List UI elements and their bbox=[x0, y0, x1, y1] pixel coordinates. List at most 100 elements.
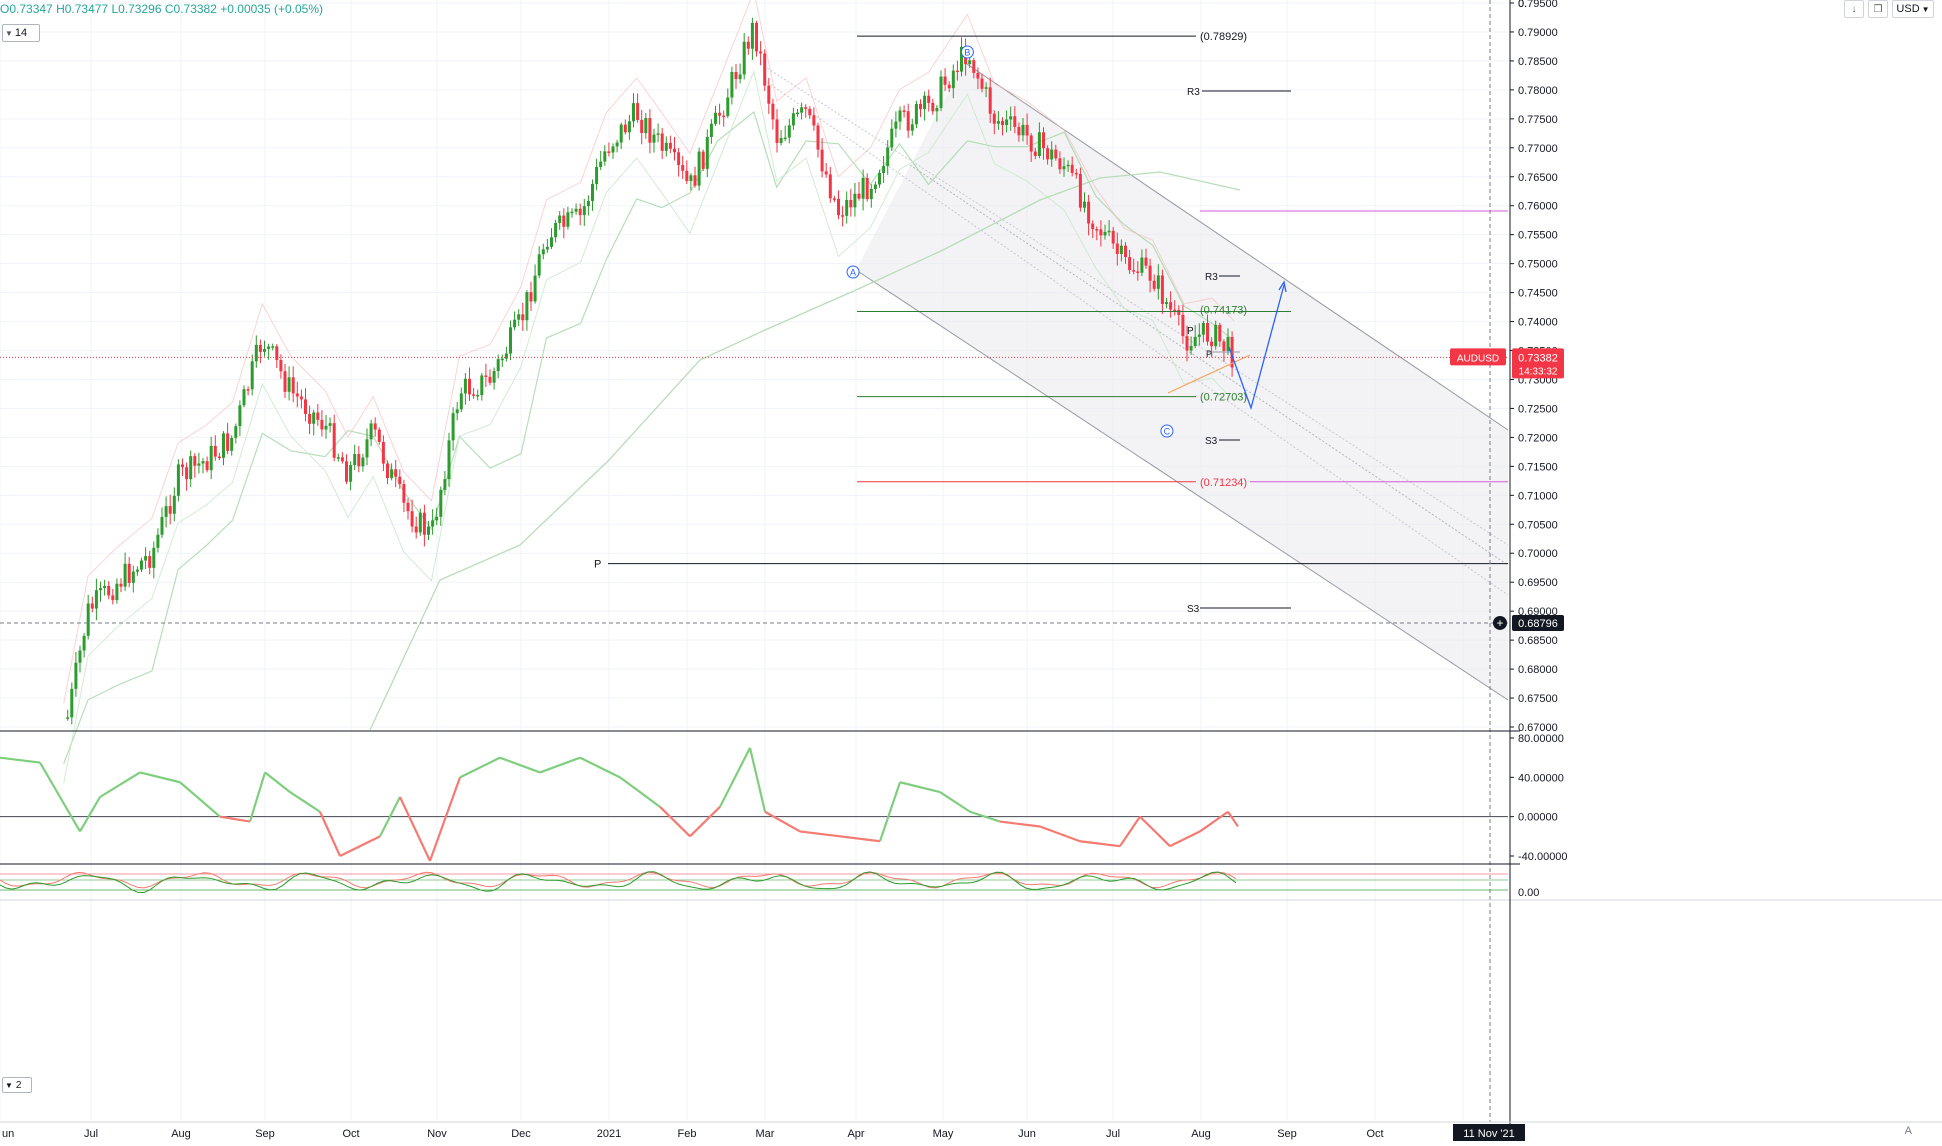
length-input[interactable]: ▼ 14 bbox=[2, 24, 40, 42]
time-tick-label: Aug bbox=[1191, 1128, 1211, 1140]
candle-up bbox=[427, 526, 430, 535]
candle-down bbox=[988, 87, 992, 114]
candle-down bbox=[828, 174, 832, 199]
candle-down bbox=[623, 124, 627, 133]
time-tick-label: Feb bbox=[678, 1128, 697, 1140]
candle-down bbox=[681, 165, 685, 171]
candle-up bbox=[894, 121, 898, 129]
wave-marker bbox=[846, 265, 860, 279]
arrow-head-icon bbox=[1278, 280, 1287, 293]
candle-down bbox=[902, 110, 906, 112]
candle-down bbox=[213, 445, 217, 457]
candle-up bbox=[1193, 336, 1197, 347]
candle-up bbox=[525, 292, 529, 321]
candle-down bbox=[217, 456, 221, 459]
osc-line-segment bbox=[1169, 830, 1201, 848]
osc-line-segment bbox=[399, 796, 431, 862]
candle-up bbox=[537, 254, 541, 276]
osc-tick-label: -40.00000 bbox=[1518, 851, 1568, 863]
candle-down bbox=[119, 583, 123, 587]
candle-down bbox=[640, 119, 644, 134]
copy-icon[interactable]: ❐ bbox=[1868, 0, 1888, 18]
crosshair-date-label: 11 Nov '21 bbox=[1463, 1128, 1514, 1140]
candle-up bbox=[738, 74, 742, 80]
candle-down bbox=[386, 463, 389, 479]
arrow-down-icon[interactable]: ↓ bbox=[1844, 0, 1864, 18]
candle-up bbox=[533, 275, 537, 302]
candle-down bbox=[1206, 323, 1209, 342]
candle-up bbox=[656, 133, 660, 135]
candle-down bbox=[1218, 324, 1222, 342]
close-value: C0.73382 bbox=[164, 2, 217, 16]
price-tick-label: 0.68000 bbox=[1518, 664, 1558, 676]
candle-up bbox=[869, 188, 873, 200]
osc-line-segment bbox=[539, 756, 581, 774]
candle-up bbox=[365, 439, 369, 458]
candle-down bbox=[1013, 116, 1017, 127]
candle-up bbox=[144, 556, 148, 561]
candle-up bbox=[447, 440, 451, 480]
candle-down bbox=[804, 107, 808, 109]
candle-up bbox=[513, 319, 517, 328]
price-tick-label: 0.69500 bbox=[1518, 577, 1558, 589]
candle-down bbox=[1115, 243, 1119, 254]
candle-up bbox=[509, 327, 512, 354]
candle-up bbox=[152, 547, 156, 568]
candle-up bbox=[726, 97, 730, 116]
candle-down bbox=[291, 377, 295, 394]
candle-down bbox=[578, 208, 582, 216]
currency-selector[interactable]: USD ▼ bbox=[1892, 0, 1934, 18]
auto-scale-button[interactable]: A bbox=[1904, 1125, 1912, 1137]
osc-tick-label: 80.00000 bbox=[1518, 733, 1564, 745]
osc-line-segment bbox=[379, 796, 401, 837]
candle-down bbox=[1177, 309, 1181, 315]
candle-down bbox=[1148, 265, 1152, 281]
price-tick-label: 0.77000 bbox=[1518, 143, 1558, 155]
price-tick-label: 0.75500 bbox=[1518, 230, 1558, 242]
time-tick-label: Nov bbox=[427, 1128, 447, 1140]
candle-down bbox=[1222, 341, 1226, 351]
osc-line-segment bbox=[428, 776, 462, 862]
channel-lower-line bbox=[855, 269, 1509, 701]
candle-down bbox=[701, 151, 705, 169]
osc-line-segment bbox=[264, 771, 291, 793]
osc-line-segment bbox=[899, 781, 941, 794]
candle-down bbox=[660, 133, 664, 151]
last-price-tag bbox=[1512, 348, 1564, 379]
candle-down bbox=[1095, 229, 1099, 231]
candle-down bbox=[1136, 271, 1140, 273]
candle-up bbox=[939, 76, 943, 108]
candle-down bbox=[972, 60, 976, 73]
candle-down bbox=[1144, 257, 1148, 266]
candle-down bbox=[865, 177, 869, 200]
osc-line-segment bbox=[99, 771, 141, 798]
candle-down bbox=[1054, 149, 1058, 159]
crosshair-price-tag bbox=[1512, 614, 1564, 631]
osc-line-segment bbox=[248, 772, 267, 822]
candle-down bbox=[759, 51, 763, 54]
price-tick-label: 0.75000 bbox=[1518, 259, 1558, 271]
candle-up bbox=[1066, 164, 1070, 167]
candle-up bbox=[1165, 302, 1168, 304]
price-tick-label: 0.76500 bbox=[1518, 172, 1558, 184]
pane-collapse-toggle[interactable]: ▼ 2 bbox=[2, 1077, 32, 1093]
candle-down bbox=[1074, 172, 1078, 175]
candle-up bbox=[135, 569, 139, 572]
candle-up bbox=[418, 512, 422, 533]
price-tick-label: 0.74000 bbox=[1518, 317, 1558, 329]
price-tick-label: 0.67500 bbox=[1518, 693, 1558, 705]
candle-down bbox=[927, 95, 931, 103]
candle-up bbox=[923, 95, 927, 110]
channel-inner-line bbox=[763, 65, 1509, 546]
candle-down bbox=[832, 198, 836, 200]
candle-up bbox=[591, 183, 594, 201]
candle-up bbox=[451, 413, 455, 441]
r3-upper-label: R3 bbox=[1187, 87, 1200, 98]
ma-line-slow bbox=[369, 171, 1241, 731]
candle-up bbox=[627, 121, 631, 133]
osc-tick-label: 0.00000 bbox=[1518, 812, 1558, 824]
wave-marker bbox=[960, 45, 974, 59]
time-tick-label: Sep bbox=[1277, 1128, 1297, 1140]
